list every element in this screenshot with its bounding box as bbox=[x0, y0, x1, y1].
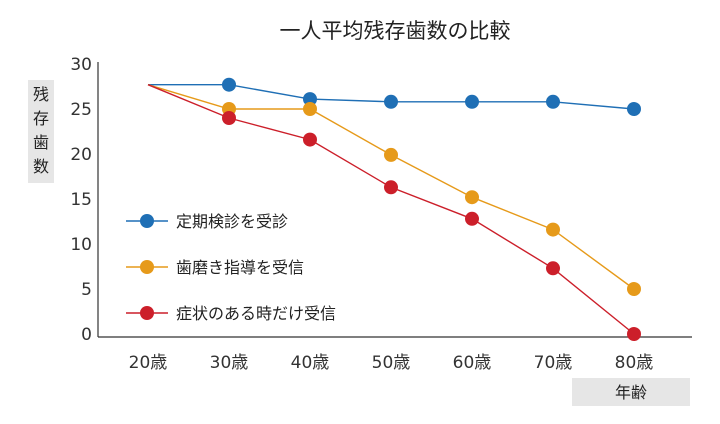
data-point bbox=[384, 180, 398, 195]
data-point bbox=[546, 222, 560, 237]
x-tick-labels: 20歳 30歳 40歳 50歳 60歳 70歳 80歳 bbox=[129, 353, 654, 373]
y-tick-label: 10 bbox=[70, 235, 92, 255]
legend-marker bbox=[140, 214, 154, 228]
legend-label: 歯磨き指導を受信 bbox=[176, 258, 304, 277]
data-point bbox=[627, 102, 641, 116]
y-tick-label: 20 bbox=[70, 145, 92, 165]
x-tick-label: 80歳 bbox=[615, 353, 654, 373]
y-tick-label: 5 bbox=[81, 280, 92, 300]
y-axis-label: 残存歯数 bbox=[28, 80, 54, 183]
legend-label: 症状のある時だけ受信 bbox=[176, 304, 336, 323]
x-tick-label: 50歳 bbox=[372, 353, 411, 373]
legend-label: 定期検診を受診 bbox=[176, 212, 288, 231]
series-2 bbox=[147, 84, 641, 296]
series-line bbox=[147, 84, 635, 335]
data-point bbox=[627, 282, 641, 296]
data-point bbox=[546, 94, 560, 109]
y-tick-labels: 30 25 20 15 10 5 0 bbox=[70, 55, 92, 345]
x-tick-label: 30歳 bbox=[210, 353, 249, 373]
y-axis-label-text: 残存歯数 bbox=[33, 85, 49, 176]
data-point bbox=[627, 327, 641, 341]
y-tick-label: 15 bbox=[70, 190, 92, 210]
series-layer bbox=[147, 77, 641, 341]
legend-item: 症状のある時だけ受信 bbox=[126, 304, 336, 323]
data-point bbox=[303, 102, 317, 116]
data-point bbox=[303, 132, 317, 147]
data-point bbox=[384, 147, 398, 162]
series-1 bbox=[148, 77, 641, 116]
data-point bbox=[222, 111, 236, 125]
data-point bbox=[384, 94, 398, 109]
y-tick-label: 25 bbox=[70, 100, 92, 120]
x-axis-label-text: 年齢 bbox=[615, 383, 647, 402]
legend-item: 歯磨き指導を受信 bbox=[126, 258, 304, 277]
x-tick-label: 70歳 bbox=[534, 353, 573, 373]
y-axis-label-box bbox=[28, 80, 54, 183]
x-tick-label: 40歳 bbox=[291, 353, 330, 373]
legend-item: 定期検診を受診 bbox=[126, 212, 288, 231]
x-tick-label: 20歳 bbox=[129, 353, 168, 373]
data-point bbox=[303, 92, 317, 107]
x-tick-label: 60歳 bbox=[453, 353, 492, 373]
x-axis-label: 年齢 bbox=[572, 378, 690, 406]
y-tick-label: 30 bbox=[70, 55, 92, 75]
data-point bbox=[546, 261, 560, 276]
y-tick-label: 0 bbox=[81, 325, 92, 345]
series-3 bbox=[147, 84, 641, 341]
data-point bbox=[465, 94, 479, 109]
data-point bbox=[465, 211, 479, 226]
chart-title: 一人平均残存歯数の比較 bbox=[280, 19, 511, 43]
data-point bbox=[465, 190, 479, 205]
x-axis-label-box bbox=[572, 378, 690, 406]
legend-marker bbox=[140, 260, 154, 274]
data-point bbox=[222, 77, 236, 92]
legend-marker bbox=[140, 306, 154, 320]
